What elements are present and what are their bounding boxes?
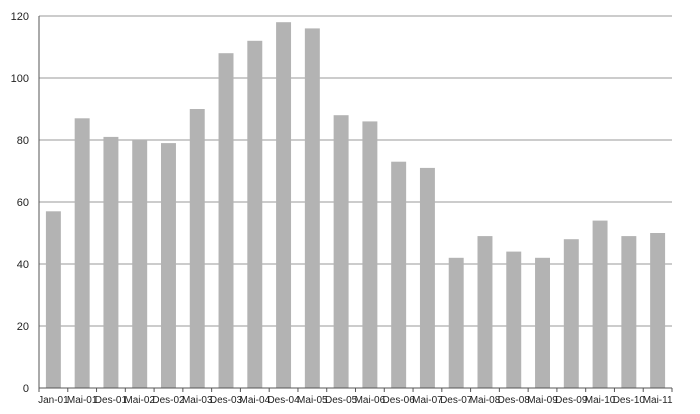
bar-Des-10 [621, 236, 637, 388]
bar-Des-07 [448, 257, 464, 388]
x-tick-label: Des-06 [383, 395, 416, 406]
bar-Des-09 [563, 239, 579, 388]
y-tick-label: 0 [23, 383, 29, 395]
x-tick-label: Mai-06 [355, 395, 386, 406]
bar-Mai-06 [362, 121, 378, 389]
x-tick-label: Des-02 [152, 395, 185, 406]
bar-Des-04 [276, 22, 292, 388]
y-tick-label: 40 [17, 259, 29, 271]
y-tick-label: 120 [11, 11, 29, 23]
x-tick-label: Mai-03 [182, 395, 213, 406]
x-tick-label: Jan-01 [38, 395, 69, 406]
bar-Mai-03 [189, 109, 205, 388]
x-tick-label: Mai-08 [470, 395, 501, 406]
bar-Mai-09 [535, 257, 551, 388]
y-tick-label: 60 [17, 197, 29, 209]
x-tick-label: Des-09 [555, 395, 588, 406]
x-tick-label: Des-04 [267, 395, 300, 406]
x-tick-label: Des-08 [498, 395, 531, 406]
x-tick-label: Mai-02 [124, 395, 155, 406]
x-tick-label: Mai-04 [240, 395, 271, 406]
bar-Mai-08 [477, 236, 493, 388]
axes [38, 16, 673, 392]
x-tick-label: Mai-10 [585, 395, 616, 406]
x-tick-label: Des-07 [440, 395, 473, 406]
bar-Mai-07 [419, 167, 435, 388]
x-tick-label: Mai-01 [67, 395, 98, 406]
y-tick-label: 80 [17, 135, 29, 147]
bar-Mai-05 [304, 28, 320, 389]
x-tick-label: Des-03 [210, 395, 243, 406]
y-tick-label: 20 [17, 321, 29, 333]
bar-Mai-02 [132, 140, 148, 388]
x-tick-label: Des-01 [95, 395, 128, 406]
y-tick-label: 100 [11, 73, 29, 85]
x-tick-label: Mai-05 [297, 395, 328, 406]
bar-Jan-01 [45, 211, 61, 388]
bars [45, 22, 666, 389]
x-tick-label: Mai-11 [643, 395, 673, 406]
x-tick-label: Mai-09 [527, 395, 558, 406]
bar-Des-01 [103, 136, 119, 388]
bar-Mai-01 [74, 118, 90, 389]
bar-Des-02 [160, 143, 176, 388]
x-tick-label: Des-10 [613, 395, 646, 406]
bar-Des-03 [218, 53, 234, 388]
bar-Des-06 [391, 161, 407, 388]
bar-Mai-11 [650, 233, 666, 388]
bar-Mai-04 [247, 40, 263, 389]
bar-Mai-10 [592, 220, 608, 388]
x-tick-label: Des-05 [325, 395, 358, 406]
bar-Des-05 [333, 115, 349, 388]
y-tick-labels: 0 20 40 60 80 100 120 [11, 11, 29, 395]
bar-Des-08 [506, 251, 522, 388]
x-tick-labels: Jan-01Mai-01Des-01Mai-02Des-02Mai-03Des-… [38, 395, 673, 406]
x-tick-label: Mai-07 [412, 395, 443, 406]
